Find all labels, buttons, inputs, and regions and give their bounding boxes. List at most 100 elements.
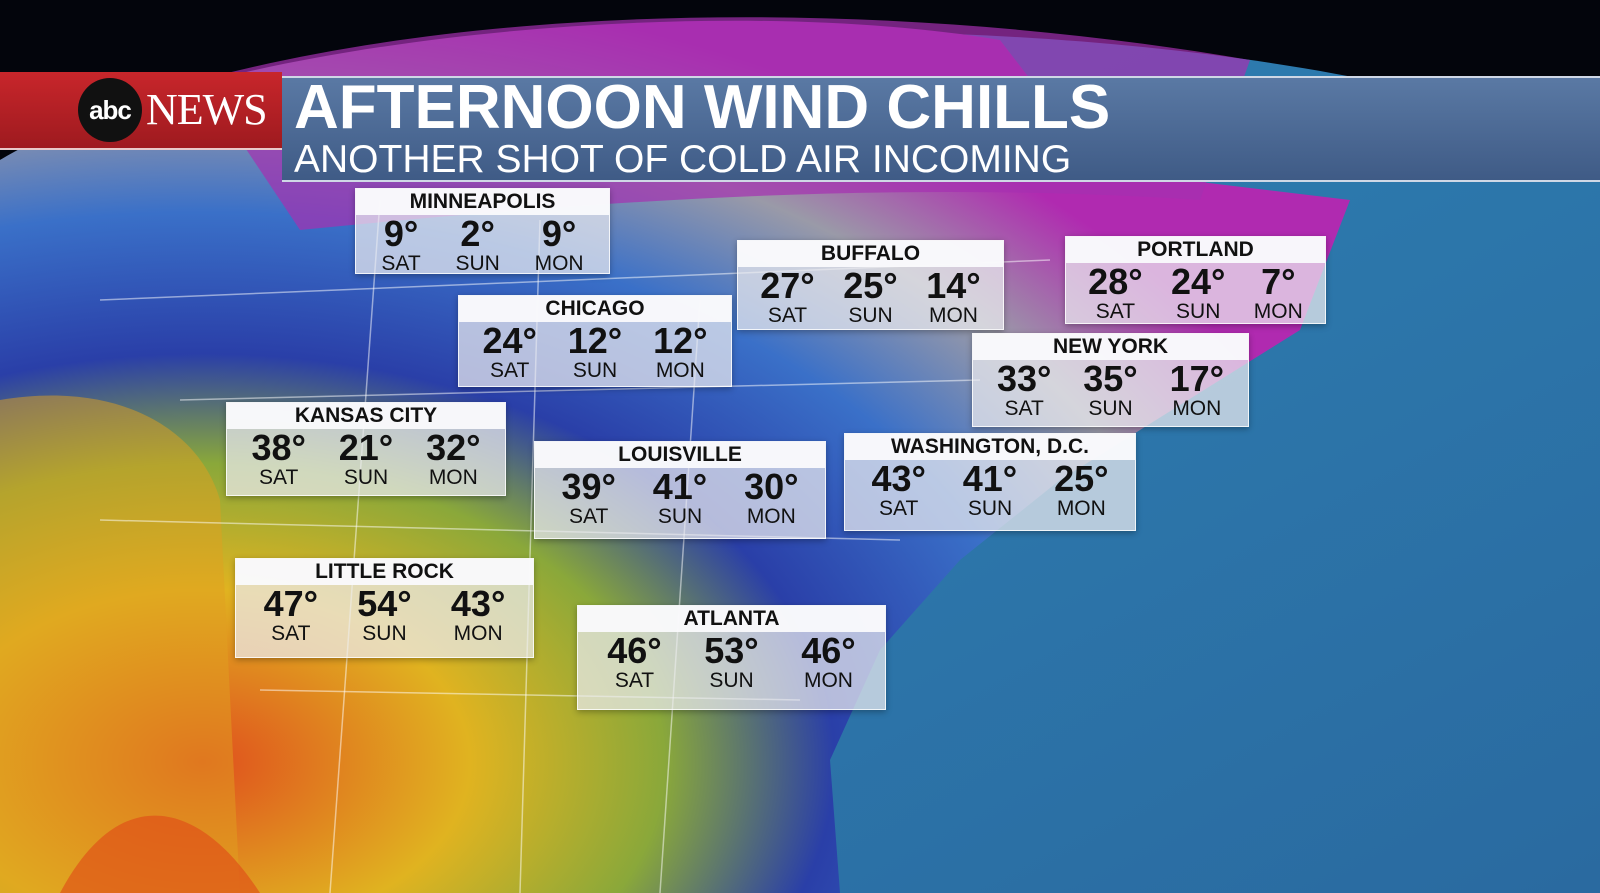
day-label: SAT [569,505,609,528]
headline: AFTERNOON WIND CHILLS [294,73,1111,142]
wind-chill-temp: 9° [383,213,419,254]
day-label: MON [1172,397,1222,420]
forecast-days: 38° SAT 21° SUN 32° MON [227,429,505,489]
city-name: BUFFALO [738,241,1003,267]
city-forecast-card: LITTLE ROCK 47° SAT 54° SUN 43° MON [235,558,534,658]
wind-chill-temp: 21° [338,427,394,468]
city-name: PORTLAND [1066,237,1325,263]
day-label: SAT [1004,397,1044,420]
wind-chill-temp: 46° [801,630,856,671]
city-forecast-card: NEW YORK 33° SAT 35° SUN 17° MON [972,333,1249,427]
day-label: SAT [1095,300,1136,323]
forecast-day: 14° MON [926,267,980,327]
wind-chill-temp: 54° [357,583,412,624]
city-name: LITTLE ROCK [236,559,533,585]
wind-chill-temp: 2° [460,213,495,254]
city-forecast-card: CHICAGO 24° SAT 12° SUN 12° MON [458,295,732,387]
forecast-day: 35° SUN [1083,360,1137,420]
forecast-day: 47° SAT [264,585,318,645]
wind-chill-temp: 43° [871,458,926,499]
forecast-days: 27° SAT 25° SUN 14° MON [738,267,1003,327]
day-label: SAT [614,669,655,692]
forecast-day: 28° SAT [1088,263,1142,323]
forecast-day: 17° MON [1170,360,1224,420]
subheadline: ANOTHER SHOT OF COLD AIR INCOMING [294,138,1072,181]
forecast-day: 46° SAT [607,632,661,692]
wind-chill-temp: 53° [704,630,759,671]
city-name: MINNEAPOLIS [356,189,609,215]
day-label: MON [1253,300,1303,323]
forecast-day: 46° MON [801,632,855,692]
city-forecast-card: KANSAS CITY 38° SAT 21° SUN 32° MON [226,402,506,496]
city-name: CHICAGO [459,296,731,322]
city-forecast-card: WASHINGTON, D.C. 43° SAT 41° SUN 25° MON [844,433,1136,531]
city-forecast-card: ATLANTA 46° SAT 53° SUN 46° MON [577,605,886,710]
day-label: MON [428,466,478,489]
day-label: SAT [490,359,530,382]
forecast-days: 28° SAT 24° SUN 7° MON [1066,263,1325,323]
day-label: SUN [657,505,703,528]
forecast-days: 47° SAT 54° SUN 43° MON [236,585,533,645]
forecast-day: 9° SAT [381,215,420,275]
wind-chill-temp: 25° [843,265,898,306]
wind-chill-temp: 32° [426,427,481,468]
day-label: SUN [967,497,1013,520]
forecast-days: 33° SAT 35° SUN 17° MON [973,360,1248,420]
forecast-day: 7° MON [1254,263,1303,323]
wind-chill-temp: 25° [1054,458,1109,499]
wind-chill-temp: 47° [263,583,319,624]
forecast-days: 43° SAT 41° SUN 25° MON [845,460,1135,520]
wind-chill-temp: 35° [1083,358,1138,399]
day-label: MON [534,252,584,275]
wind-chill-temp: 30° [744,466,799,507]
city-name: KANSAS CITY [227,403,505,429]
forecast-day: 2° SUN [455,215,499,275]
wind-chill-temp: 24° [482,320,537,361]
title-bar [282,76,1600,182]
day-label: SAT [271,622,311,645]
city-forecast-card: LOUISVILLE 39° SAT 41° SUN 30° MON [534,441,826,539]
forecast-day: 39° SAT [561,468,615,528]
forecast-day: 12° MON [653,322,707,382]
city-forecast-card: BUFFALO 27° SAT 25° SUN 14° MON [737,240,1004,330]
day-label: SUN [455,252,500,275]
day-label: SUN [709,669,754,692]
forecast-day: 24° SAT [482,322,536,382]
forecast-day: 9° MON [535,215,584,275]
day-label: SUN [343,466,389,489]
forecast-day: 43° MON [451,585,505,645]
wind-chill-temp: 28° [1088,261,1143,302]
day-label: MON [655,359,705,382]
forecast-day: 24° SUN [1171,263,1225,323]
day-label: SAT [767,304,808,327]
forecast-day: 30° MON [744,468,798,528]
day-label: SUN [572,359,618,382]
forecast-day: 41° SUN [963,460,1017,520]
day-label: MON [746,505,796,528]
day-label: SUN [848,304,893,327]
city-forecast-card: MINNEAPOLIS 9° SAT 2° SUN 9° MON [355,188,610,275]
forecast-day: 43° SAT [871,460,925,520]
forecast-day: 25° MON [1054,460,1108,520]
wind-chill-temp: 41° [962,458,1018,499]
wind-chill-temp: 41° [652,466,708,507]
abc-logo: abc [78,78,142,142]
wind-chill-temp: 46° [607,630,662,671]
day-label: MON [1056,497,1106,520]
day-label: SAT [381,252,421,275]
day-label: SAT [879,497,919,520]
forecast-day: 32° MON [426,429,480,489]
city-forecast-card: PORTLAND 28° SAT 24° SUN 7° MON [1065,236,1326,324]
wind-chill-temp: 33° [996,358,1052,399]
day-label: SUN [362,622,407,645]
forecast-day: 53° SUN [704,632,758,692]
city-name: ATLANTA [578,606,885,632]
wind-chill-temp: 43° [450,583,506,624]
forecast-day: 33° SAT [997,360,1051,420]
forecast-day: 41° SUN [653,468,707,528]
wind-chill-temp: 27° [760,265,815,306]
wind-chill-temp: 9° [541,213,577,254]
day-label: SAT [259,466,299,489]
forecast-day: 25° SUN [843,267,897,327]
